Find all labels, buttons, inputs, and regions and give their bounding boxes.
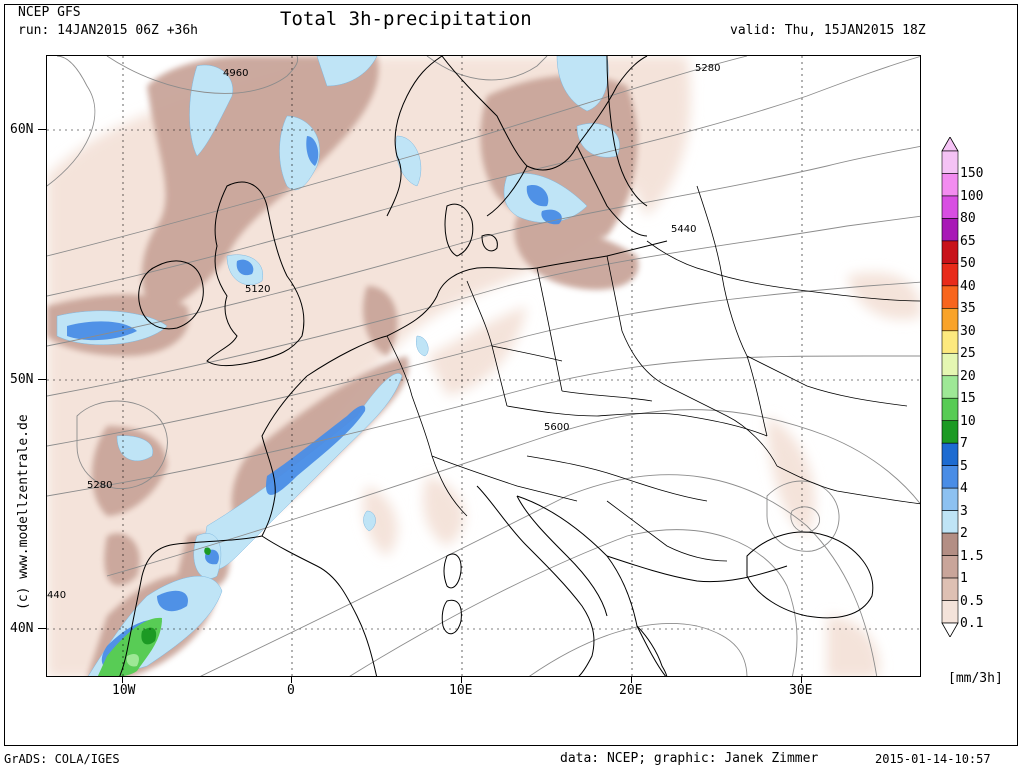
contour-label: 5280 bbox=[87, 480, 112, 491]
lon-label-30e: 30E bbox=[789, 683, 813, 698]
page-frame bbox=[4, 4, 1018, 746]
geopotential-contours bbox=[47, 56, 920, 676]
colorbar-swatch bbox=[941, 420, 959, 444]
contour-label: 4960 bbox=[223, 68, 248, 79]
colorbar-level-label: 10 bbox=[960, 413, 976, 429]
contour-label: 440 bbox=[47, 590, 66, 601]
lon-label-10e: 10E bbox=[449, 683, 473, 698]
colorbar-level-label: 7 bbox=[960, 436, 968, 452]
colorbar-swatch bbox=[941, 600, 959, 624]
precipitation-map: 4960 5280 5120 5440 5600 5280 440 bbox=[46, 55, 921, 677]
colorbar-swatch bbox=[941, 465, 959, 489]
coastlines bbox=[119, 56, 874, 676]
lon-tick bbox=[631, 677, 632, 683]
lat-label-50n: 50N bbox=[10, 372, 34, 387]
chart-title: Total 3h-precipitation bbox=[280, 8, 532, 30]
lat-label-40n: 40N bbox=[10, 621, 34, 636]
contour-label: 5440 bbox=[671, 224, 696, 235]
colorbar-swatch bbox=[941, 240, 959, 264]
colorbar-level-label: 50 bbox=[960, 256, 976, 272]
colorbar-level-label: 35 bbox=[960, 301, 976, 317]
colorbar-bottom-arrow bbox=[941, 622, 959, 637]
lat-tick bbox=[38, 129, 46, 130]
colorbar-level-label: 100 bbox=[960, 188, 984, 204]
colorbar-swatch bbox=[941, 510, 959, 534]
colorbar-level-label: 3 bbox=[960, 503, 968, 519]
lat-tick bbox=[38, 379, 46, 380]
colorbar-swatch bbox=[941, 352, 959, 377]
colorbar-swatch bbox=[941, 555, 959, 579]
lon-tick bbox=[122, 677, 123, 683]
colorbar-swatch bbox=[941, 577, 959, 601]
colorbar-swatch bbox=[941, 173, 959, 197]
lon-label-0: 0 bbox=[287, 683, 295, 698]
colorbar-level-label: 0.1 bbox=[960, 616, 984, 631]
colorbar-swatch bbox=[941, 330, 959, 354]
colorbar-level-label: 150 bbox=[960, 166, 984, 182]
lon-label-20e: 20E bbox=[619, 683, 643, 698]
footer-timestamp: 2015-01-14-10:57 bbox=[875, 752, 991, 766]
contour-label: 5120 bbox=[245, 284, 270, 295]
contour-label: 5600 bbox=[544, 422, 569, 433]
colorbar-level-label: 40 bbox=[960, 278, 976, 294]
colorbar-swatch bbox=[941, 532, 959, 556]
colorbar-level-label: 25 bbox=[960, 346, 976, 362]
lat-lon-grid bbox=[47, 56, 920, 676]
colorbar-swatch bbox=[941, 263, 959, 287]
footer-software: GrADS: COLA/IGES bbox=[4, 752, 120, 766]
colorbar-level-label: 80 bbox=[960, 211, 976, 227]
colorbar-swatch bbox=[941, 218, 959, 242]
run-info: run: 14JAN2015 06Z +36h bbox=[18, 23, 199, 38]
colorbar-level-label: 20 bbox=[960, 368, 976, 384]
contour-label: 5280 bbox=[695, 63, 720, 74]
colorbar-level-label: 65 bbox=[960, 233, 976, 249]
colorbar-swatch bbox=[941, 150, 959, 174]
colorbar-level-label: 4 bbox=[960, 481, 968, 497]
colorbar-swatch bbox=[941, 442, 959, 466]
colorbar-level-label: 0.5 bbox=[960, 593, 984, 609]
precipitation-colorbar bbox=[941, 137, 959, 637]
colorbar-level-label: 15 bbox=[960, 391, 976, 407]
lon-tick bbox=[801, 677, 802, 683]
lon-tick bbox=[461, 677, 462, 683]
precip-green bbox=[97, 547, 211, 676]
colorbar-swatch bbox=[941, 308, 959, 332]
colorbar-unit: [mm/3h] bbox=[948, 671, 1003, 686]
lon-label-10w: 10W bbox=[112, 683, 136, 698]
lat-label-60n: 60N bbox=[10, 122, 34, 137]
colorbar-swatch bbox=[941, 375, 959, 399]
colorbar-level-label: 1 bbox=[960, 571, 968, 587]
valid-time: valid: Thu, 15JAN2015 18Z bbox=[730, 23, 926, 38]
colorbar-level-label: 1.5 bbox=[960, 548, 984, 564]
footer-credit: data: NCEP; graphic: Janek Zimmer bbox=[560, 751, 819, 766]
colorbar-level-label: 2 bbox=[960, 526, 968, 542]
political-borders bbox=[386, 185, 920, 562]
watermark-text: (c) www.modellzentrale.de bbox=[16, 414, 31, 610]
colorbar-level-label: 30 bbox=[960, 323, 976, 339]
colorbar-swatch bbox=[941, 195, 959, 219]
colorbar-level-label: 5 bbox=[960, 458, 968, 474]
model-name: NCEP GFS bbox=[18, 5, 81, 20]
colorbar-swatch bbox=[941, 397, 959, 422]
colorbar-top-arrow bbox=[941, 137, 959, 152]
lon-tick bbox=[291, 677, 292, 683]
colorbar-swatch bbox=[941, 487, 959, 511]
lat-tick bbox=[38, 628, 46, 629]
colorbar-swatch bbox=[941, 285, 959, 309]
